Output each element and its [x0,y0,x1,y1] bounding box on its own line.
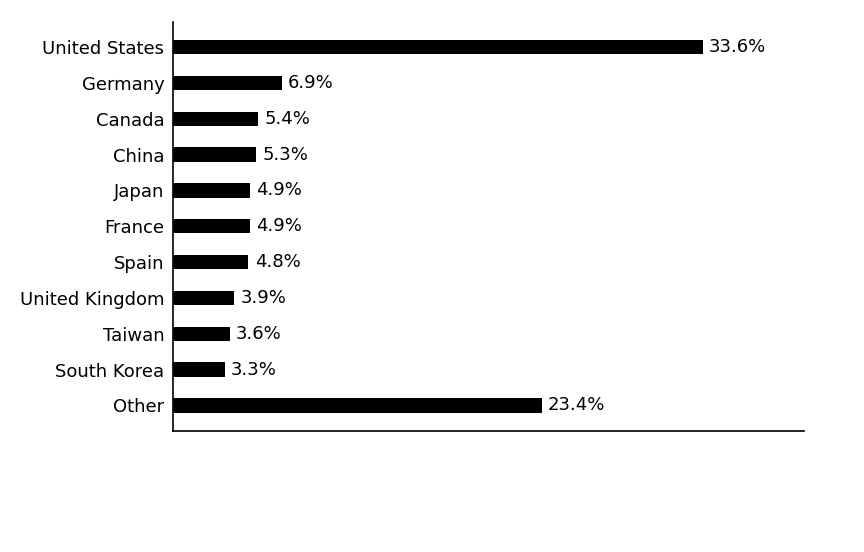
Bar [173,363,225,377]
Bar [173,399,542,413]
Bar [173,291,234,305]
Text: 4.9%: 4.9% [257,182,302,199]
Bar [173,255,249,269]
Text: 3.3%: 3.3% [232,360,277,379]
Text: 33.6%: 33.6% [708,38,766,56]
Bar [173,112,258,126]
Bar [173,147,257,162]
Text: 6.9%: 6.9% [288,74,334,92]
Bar [173,76,282,90]
Text: 4.8%: 4.8% [255,253,301,271]
Bar [173,40,702,54]
Text: 4.9%: 4.9% [257,217,302,235]
Bar [173,183,250,198]
Text: 3.6%: 3.6% [236,325,282,343]
Text: 23.4%: 23.4% [548,396,606,415]
Text: 5.3%: 5.3% [263,146,308,163]
Bar [173,327,230,341]
Text: 5.4%: 5.4% [264,110,310,128]
Text: 3.9%: 3.9% [240,289,287,307]
Bar [173,219,250,233]
